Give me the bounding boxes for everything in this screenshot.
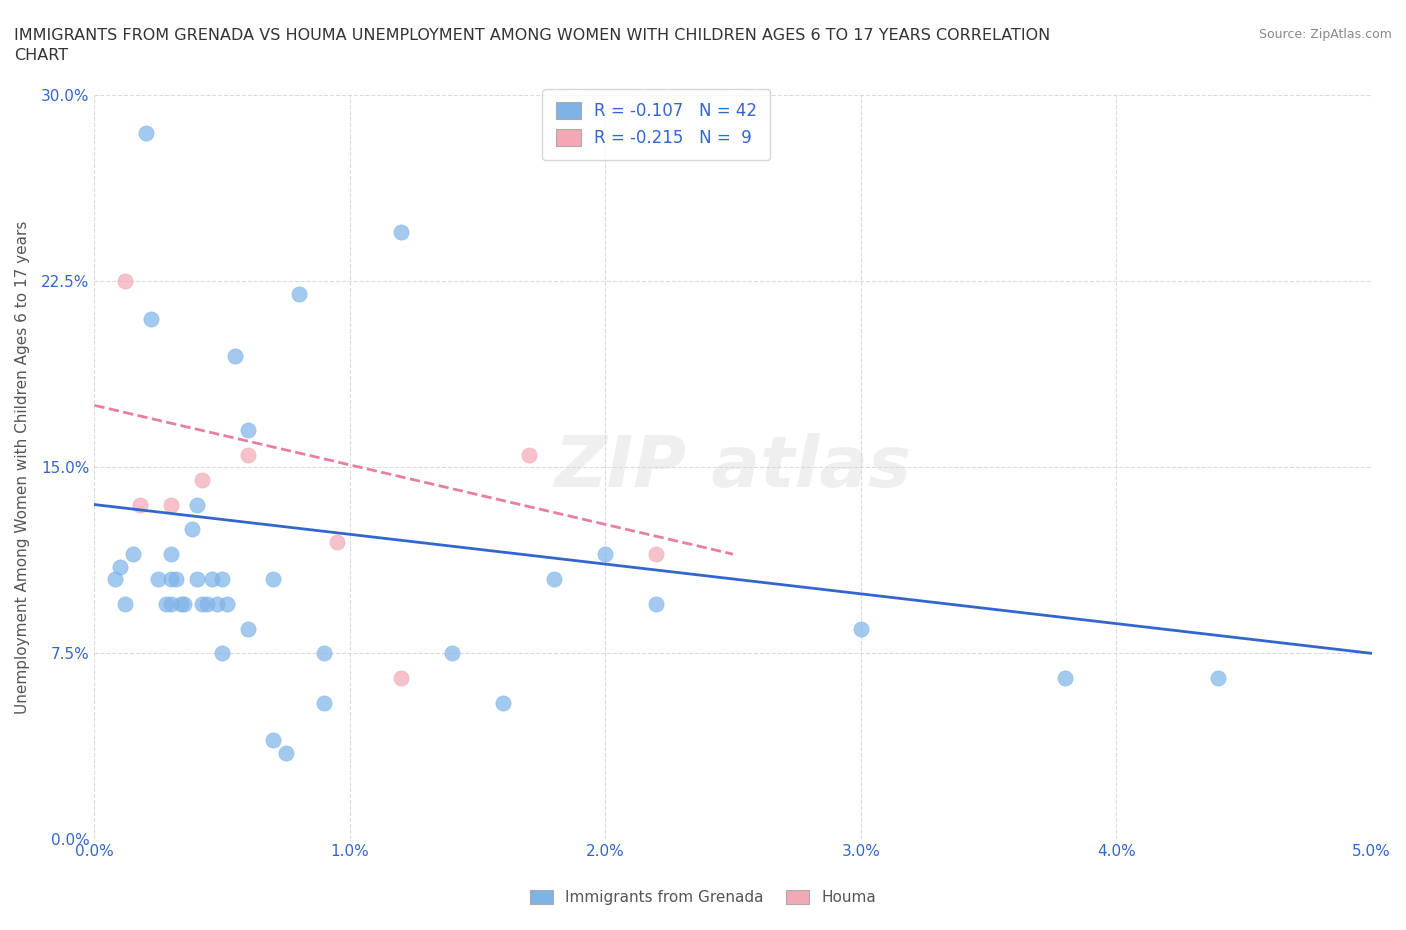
Point [195,596,218,611]
Point [543,572,565,587]
Point [262,733,284,748]
Point [139,312,162,326]
Text: ZIP atlas: ZIP atlas [554,432,911,502]
Point [190,596,212,611]
Point [441,646,464,661]
Point [314,696,336,711]
Point [492,696,515,711]
Point [165,572,187,587]
Point [262,572,284,587]
Point [129,498,152,512]
Point [108,559,131,574]
Point [135,126,157,140]
Point [186,572,208,587]
Point [148,572,170,587]
Point [217,596,239,611]
Text: IMMIGRANTS FROM GRENADA VS HOUMA UNEMPLOYMENT AMONG WOMEN WITH CHILDREN AGES 6 T: IMMIGRANTS FROM GRENADA VS HOUMA UNEMPLO… [14,28,1050,62]
Point [1054,671,1077,685]
Point [517,447,540,462]
Point [389,224,412,239]
Point [645,547,668,562]
Point [190,472,212,487]
Point [595,547,617,562]
Point [180,522,202,537]
Point [211,572,233,587]
Point [849,621,872,636]
Point [114,596,136,611]
Point [114,274,136,289]
Point [170,596,193,611]
Point [288,286,311,301]
Point [389,671,412,685]
Point [160,547,183,562]
Text: Source: ZipAtlas.com: Source: ZipAtlas.com [1258,28,1392,41]
Point [236,447,259,462]
Legend: R = -0.107   N = 42, R = -0.215   N =  9: R = -0.107 N = 42, R = -0.215 N = 9 [543,89,770,160]
Y-axis label: Unemployment Among Women with Children Ages 6 to 17 years: Unemployment Among Women with Children A… [15,220,30,714]
Point [160,572,183,587]
Point [160,498,183,512]
Point [186,498,208,512]
Point [205,596,228,611]
Point [236,621,259,636]
Point [236,423,259,438]
Point [326,535,349,550]
Point [201,572,224,587]
Point [274,745,297,760]
Point [1208,671,1230,685]
Point [155,596,177,611]
Point [224,349,246,364]
Point [645,596,668,611]
Point [104,572,127,587]
Point [173,596,195,611]
Point [160,596,183,611]
Point [314,646,336,661]
Point [211,646,233,661]
Point [121,547,143,562]
Legend: Immigrants from Grenada, Houma: Immigrants from Grenada, Houma [522,883,884,913]
